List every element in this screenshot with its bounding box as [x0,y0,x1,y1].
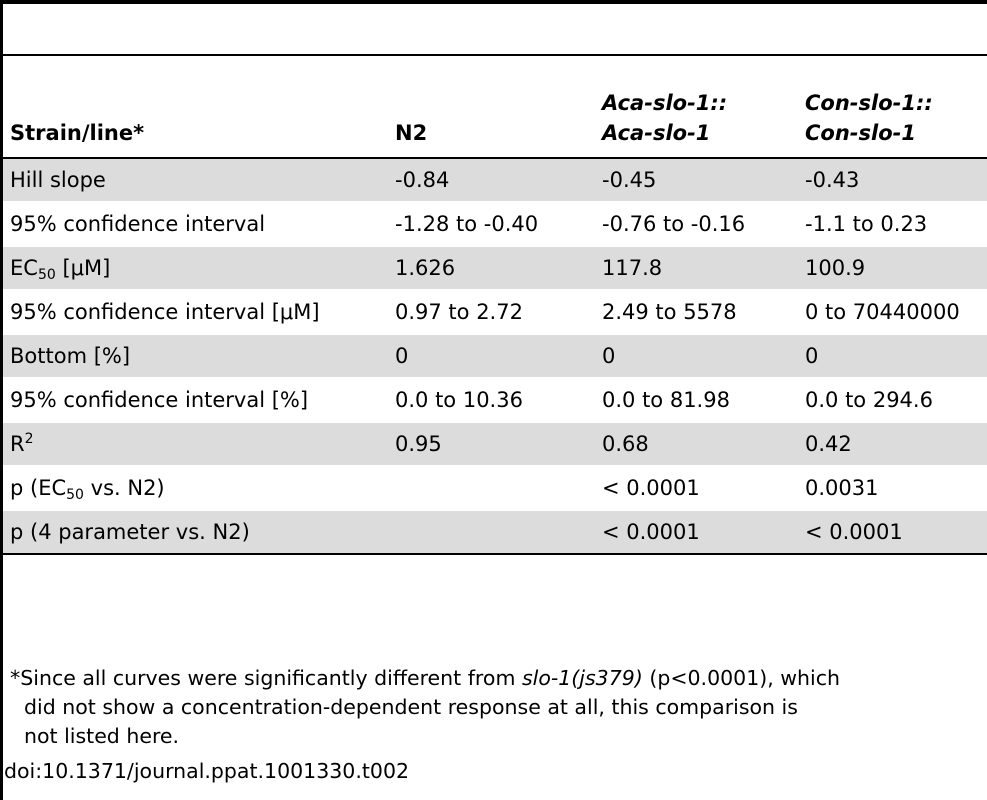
row-label: p (EC50 vs. N2) [3,466,388,511]
cell-n2: 0 [388,334,595,379]
row-label: Hill slope [3,158,388,203]
cell-con: 0.0031 [798,466,987,511]
header-strain-line: Strain/line* [3,56,388,159]
results-table: Strain/line* N2 Aca-slo-1:: Aca-slo-1 Con… [3,56,987,555]
table-row-hill-slope: Hill slope -0.84 -0.45 -0.43 [3,158,987,203]
cell-aca: 0.68 [595,422,798,467]
header-aca-line2: Aca-slo-1 [602,121,711,145]
table-row-bottom-ci: 95% confidence interval [%] 0.0 to 10.36… [3,378,987,423]
cell-n2: 0.0 to 10.36 [388,378,595,423]
cell-con: 100.9 [798,246,987,291]
row-label: p (4 parameter vs. N2) [3,510,388,555]
cell-aca: 2.49 to 5578 [595,290,798,335]
header-top-rule [3,54,987,56]
cell-aca: -0.45 [595,158,798,203]
footnote-line2: did not show a concentration-dependent r… [24,695,798,719]
cell-aca: < 0.0001 [595,510,798,555]
cell-n2: -1.28 to -0.40 [388,202,595,247]
label-tail: [μM] [55,256,111,280]
label-main: R [10,432,25,456]
cell-n2: 1.626 [388,246,595,291]
cell-aca: 0.0 to 81.98 [595,378,798,423]
cell-con: 0.0 to 294.6 [798,378,987,423]
cell-aca: < 0.0001 [595,466,798,511]
table-row-p-4param: p (4 parameter vs. N2) < 0.0001 < 0.0001 [3,510,987,555]
row-label: R2 [3,422,388,467]
cell-aca: 117.8 [595,246,798,291]
results-table-container: Strain/line* N2 Aca-slo-1:: Aca-slo-1 Con… [3,56,987,555]
footnote-italic-strain: slo-1(js379) [521,666,643,690]
footnote-line3: not listed here. [24,724,180,748]
table-footnote: *Since all curves were significantly dif… [10,664,982,751]
cell-con: 0 [798,334,987,379]
table-row-ec50-ci: 95% confidence interval [μM] 0.97 to 2.7… [3,290,987,335]
label-main: EC [10,256,38,280]
table-row-hill-ci: 95% confidence interval -1.28 to -0.40 -… [3,202,987,247]
row-label: EC50 [μM] [3,246,388,291]
cell-aca: -0.76 to -0.16 [595,202,798,247]
table-header-row: Strain/line* N2 Aca-slo-1:: Aca-slo-1 Con… [3,56,987,159]
cell-n2 [388,510,595,555]
label-subscript: 50 [37,267,56,283]
cell-con: -0.43 [798,158,987,203]
header-con-line1: Con-slo-1:: [805,91,933,115]
label-main: p (EC [10,476,67,500]
table-row-r-squared: R2 0.95 0.68 0.42 [3,422,987,467]
cell-aca: 0 [595,334,798,379]
doi-link[interactable]: doi:10.1371/journal.ppat.1001330.t002 [4,759,410,783]
label-subscript: 50 [66,487,84,503]
cell-n2: -0.84 [388,158,595,203]
row-label: 95% confidence interval [%] [3,378,388,423]
label-tail: vs. N2) [83,476,165,500]
footnote-text-part1: *Since all curves were significantly dif… [10,666,522,690]
row-label: 95% confidence interval [μM] [3,290,388,335]
top-border-rule [0,0,987,4]
cell-con: < 0.0001 [798,510,987,555]
row-label: Bottom [%] [3,334,388,379]
row-label: 95% confidence interval [3,202,388,247]
cell-con: 0.42 [798,422,987,467]
cell-con: 0 to 70440000 [798,290,987,335]
label-superscript: 2 [24,431,34,447]
header-con-line2: Con-slo-1 [805,121,916,145]
cell-n2 [388,466,595,511]
cell-n2: 0.97 to 2.72 [388,290,595,335]
footnote-text-part2: (p<0.0001), which [642,666,840,690]
left-border-rule [0,0,3,800]
table-row-ec50: EC50 [μM] 1.626 117.8 100.9 [3,246,987,291]
table-row-bottom: Bottom [%] 0 0 0 [3,334,987,379]
header-aca-slo-1: Aca-slo-1:: Aca-slo-1 [595,56,798,159]
cell-n2: 0.95 [388,422,595,467]
header-con-slo-1: Con-slo-1:: Con-slo-1 [798,56,987,159]
table-row-p-ec50: p (EC50 vs. N2) < 0.0001 0.0031 [3,466,987,511]
header-n2: N2 [388,56,595,159]
header-aca-line1: Aca-slo-1:: [602,91,728,115]
cell-con: -1.1 to 0.23 [798,202,987,247]
